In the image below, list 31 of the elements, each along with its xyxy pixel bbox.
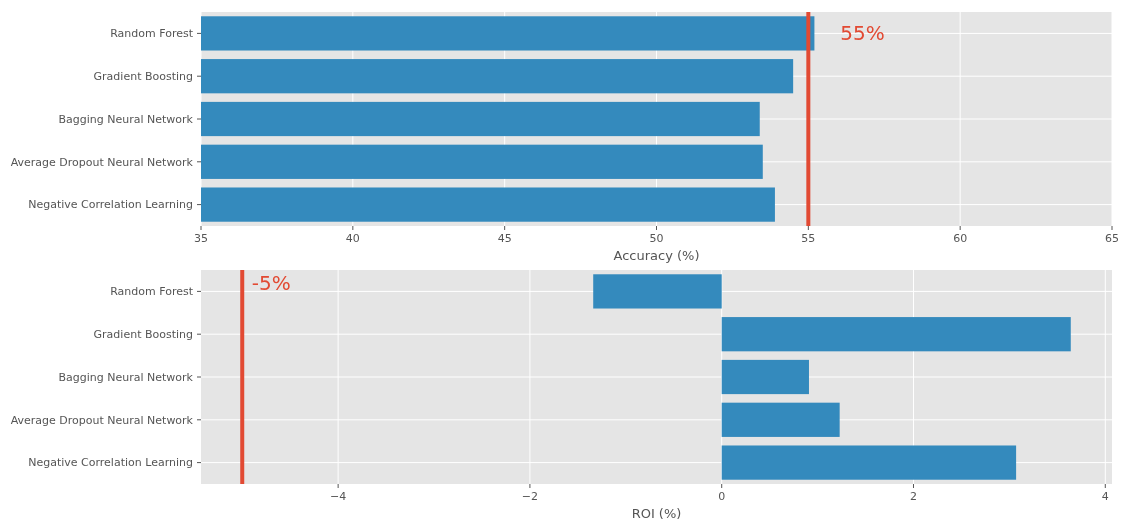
x-tick-label: 55 (801, 232, 816, 245)
y-tick-label: Gradient Boosting (93, 70, 193, 84)
x-tick-label: 65 (1105, 232, 1119, 245)
x-tick-label: 0 (718, 490, 726, 503)
x-tick-label: 35 (194, 232, 208, 245)
y-tick-label: Random Forest (110, 27, 194, 41)
y-tick-label: Negative Correlation Learning (28, 198, 193, 212)
bar (721, 402, 840, 437)
bar (721, 445, 1017, 480)
bar (721, 317, 1071, 352)
x-tick-label: 40 (345, 232, 360, 245)
x-tick-label: 60 (953, 232, 968, 245)
x-axis-title: ROI (%) (631, 506, 682, 521)
y-tick-label: Bagging Neural Network (58, 112, 194, 126)
x-tick-label: −2 (521, 490, 539, 503)
bar (721, 359, 809, 395)
x-tick-label: 4 (1101, 490, 1109, 503)
bar (593, 274, 722, 309)
x-tick-label: 45 (497, 232, 512, 245)
x-tick-label: 50 (649, 232, 664, 245)
annotation: -5% (251, 271, 291, 296)
y-tick-label: Gradient Boosting (93, 328, 193, 342)
x-tick-label: −4 (330, 490, 347, 503)
y-tick-label: Negative Correlation Learning (28, 456, 193, 470)
y-tick-label: Random Forest (110, 285, 194, 299)
y-tick-label: Bagging Neural Network (58, 370, 194, 384)
y-tick-label: Average Dropout Neural Network (10, 155, 194, 169)
annotation: 55% (840, 21, 885, 46)
x-tick-label: 2 (910, 490, 917, 503)
x-axis-title: Accuracy (%) (613, 248, 700, 263)
y-tick-label: Average Dropout Neural Network (10, 413, 194, 427)
